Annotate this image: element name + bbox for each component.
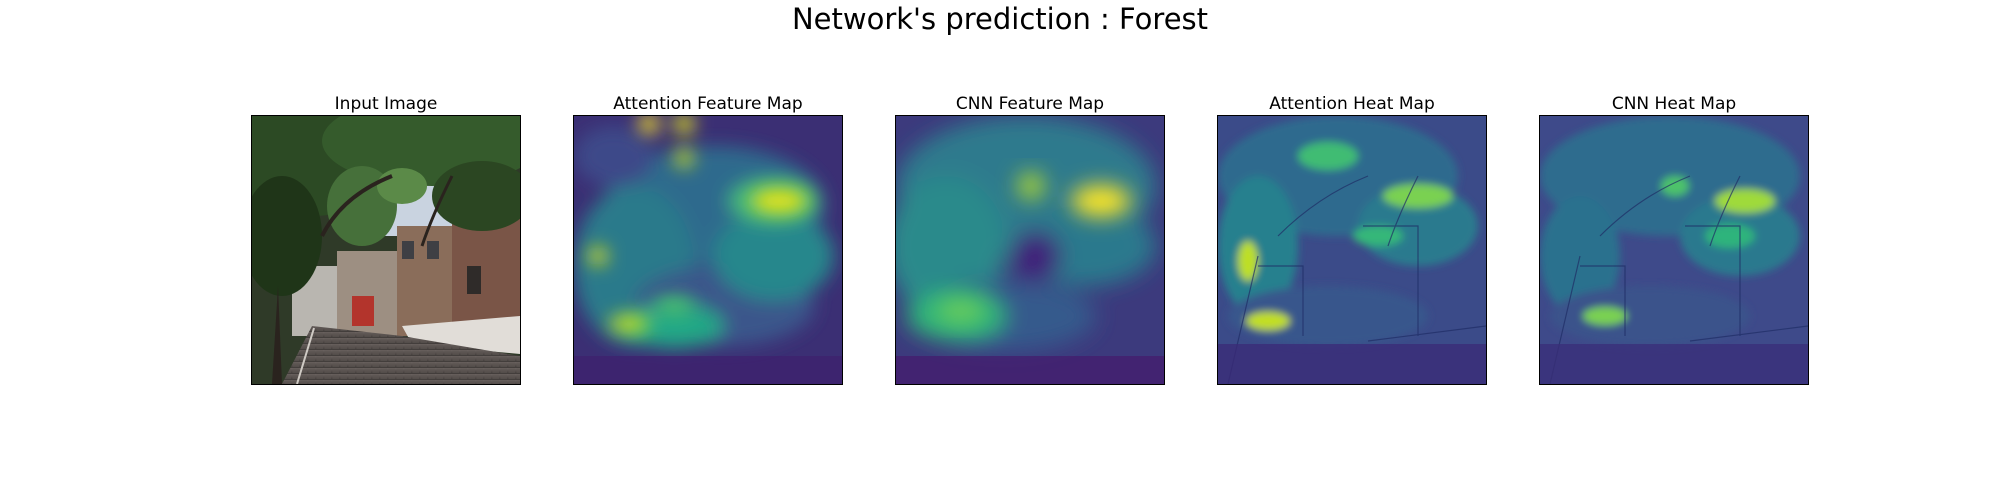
panel-title: Attention Heat Map [1269, 94, 1435, 114]
attention-heat-map-frame [1217, 115, 1487, 385]
panel-title: Attention Feature Map [613, 94, 803, 114]
figure-title: Network's prediction : Forest [791, 2, 1209, 36]
panel-title: Input Image [334, 94, 438, 114]
panel-cnn-heat-map: CNN Heat Map [1539, 93, 1809, 385]
panel-attention-heat-map: Attention Heat Map [1217, 93, 1487, 385]
panel-title: CNN Heat Map [1611, 94, 1737, 114]
input-image-frame [251, 115, 521, 385]
panel-attention-feature-map: Attention Feature Map [573, 93, 843, 385]
cnn-feature-map-image [896, 116, 1164, 384]
cnn-heat-map-frame [1539, 115, 1809, 385]
attention-feature-map-frame [573, 115, 843, 385]
street-photo [252, 116, 520, 384]
attention-feature-map-image [574, 116, 842, 384]
panel-cnn-feature-map: CNN Feature Map [895, 93, 1165, 385]
panel-title: CNN Feature Map [955, 94, 1105, 114]
cnn-feature-map-frame [895, 115, 1165, 385]
panel-input-image: Input Image [251, 93, 521, 385]
attention-heat-map-image [1218, 116, 1486, 384]
cnn-heat-map-image [1540, 116, 1808, 384]
